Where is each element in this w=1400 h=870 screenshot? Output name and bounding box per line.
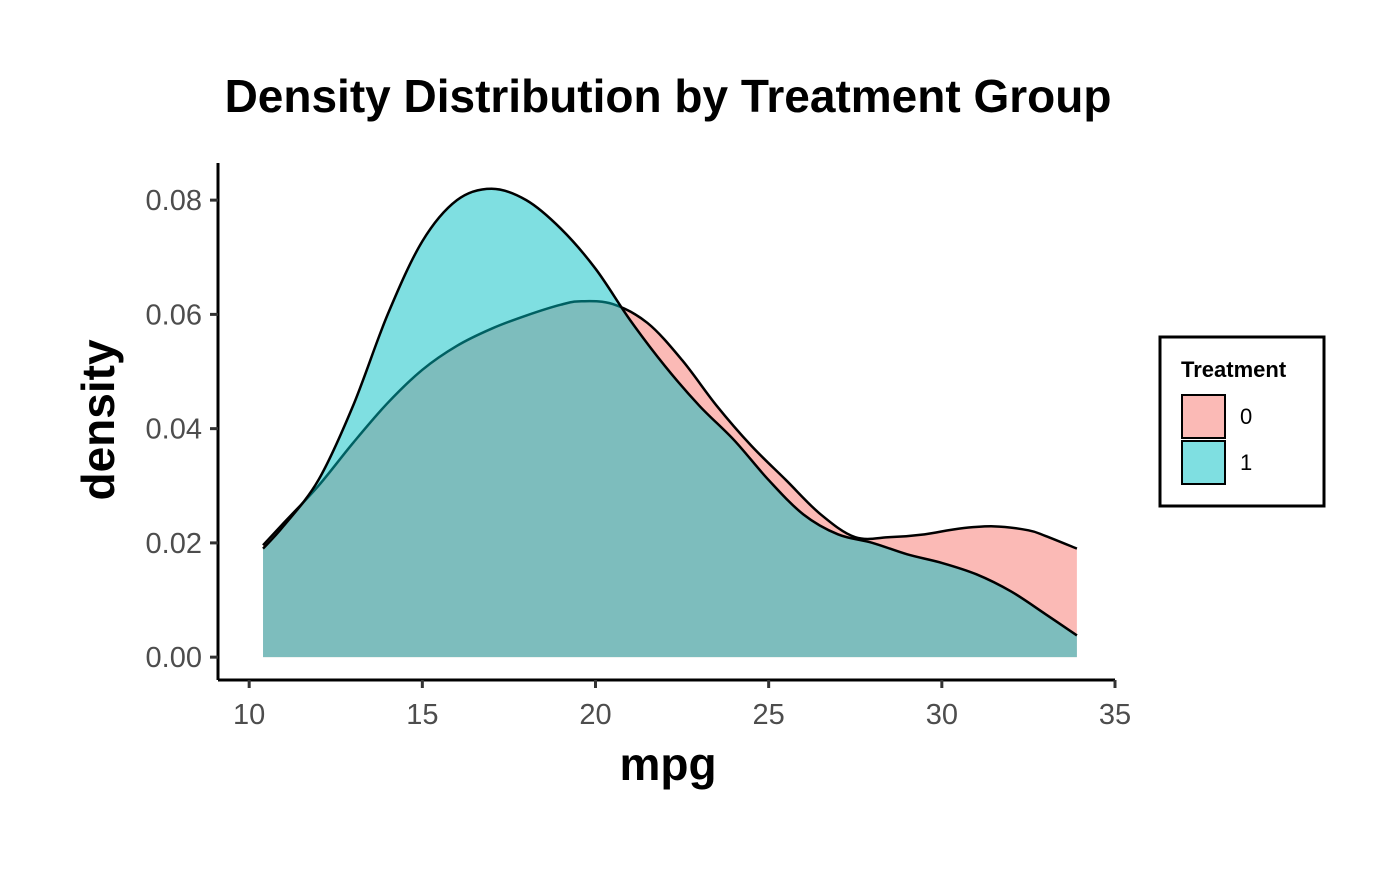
y-tick-label: 0.02	[146, 528, 202, 560]
x-tick-label: 20	[579, 699, 611, 731]
x-tick-label: 10	[233, 699, 265, 731]
y-axis-ticks: 0.00 0.02 0.04 0.06 0.08	[146, 185, 218, 674]
y-tick-label: 0.06	[146, 299, 202, 331]
legend-label-1: 1	[1240, 450, 1252, 475]
density-area-treatment-1	[263, 188, 1077, 658]
legend-title: Treatment	[1181, 357, 1287, 382]
x-tick-label: 15	[406, 699, 438, 731]
axes: 10 15 20 25 30 35 0.00 0.02 0.04 0.06 0.08	[146, 163, 1131, 731]
x-axis-ticks: 10 15 20 25 30 35	[233, 680, 1131, 731]
x-tick-label: 25	[753, 699, 785, 731]
x-axis-title: mpg	[619, 738, 716, 790]
plot-area	[262, 187, 1078, 658]
y-tick-label: 0.04	[146, 414, 202, 446]
legend-items: 01	[1181, 394, 1252, 485]
y-tick-label: 0.00	[146, 642, 202, 674]
legend-label-0: 0	[1240, 404, 1252, 429]
chart-title: Density Distribution by Treatment Group	[225, 70, 1112, 122]
legend-swatch-0	[1181, 394, 1226, 439]
x-tick-label: 35	[1099, 699, 1131, 731]
density-curve-treatment-1	[262, 187, 1078, 637]
legend-swatch-1	[1181, 440, 1226, 485]
y-axis-title: density	[72, 339, 124, 500]
legend: Treatment 01	[1158, 335, 1326, 508]
y-tick-label: 0.08	[146, 185, 202, 217]
x-tick-label: 30	[926, 699, 958, 731]
